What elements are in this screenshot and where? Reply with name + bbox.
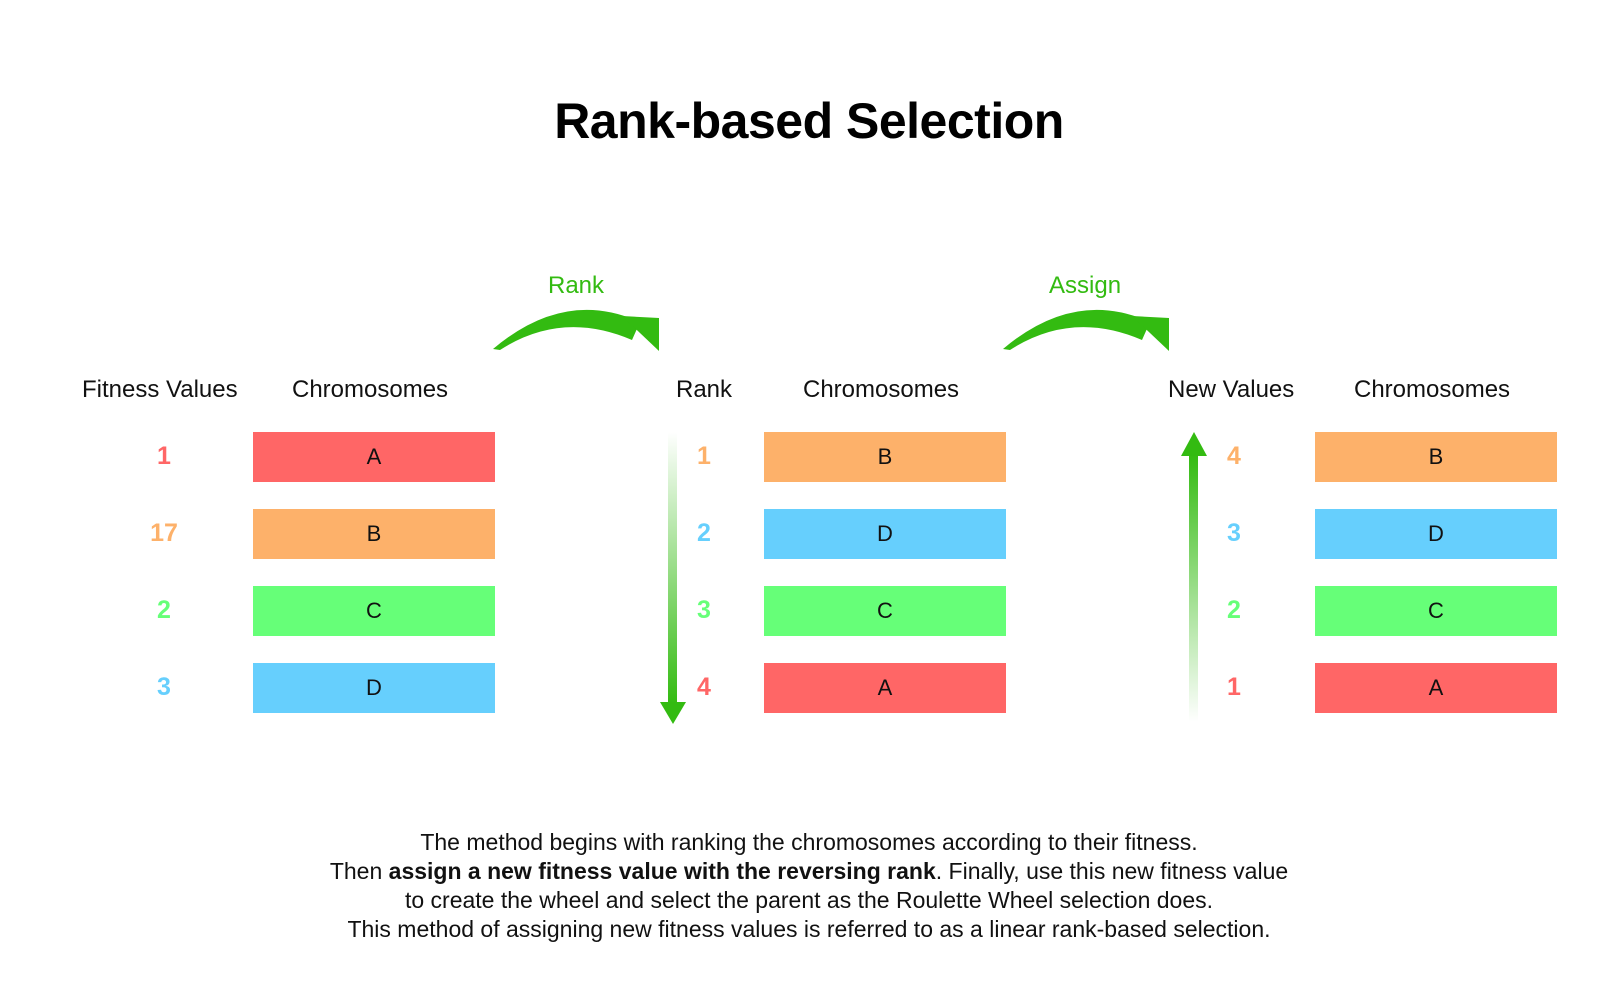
rank-value: 3 <box>697 596 711 624</box>
description-line-1: The method begins with ranking the chrom… <box>420 829 1198 855</box>
description-line-2: Then assign a new fitness value with the… <box>0 857 1618 886</box>
fitness-value: 17 <box>150 519 178 547</box>
rank-value: 1 <box>697 442 711 470</box>
new-value: 1 <box>1227 673 1241 701</box>
description: The method begins with ranking the chrom… <box>0 828 1618 944</box>
chromosome-bar: C <box>764 586 1006 636</box>
chromosomes-header: Chromosomes <box>1354 376 1511 403</box>
chromosome-bar: A <box>764 663 1006 713</box>
rank-value: 2 <box>697 519 711 547</box>
page-title: Rank-based Selection <box>554 93 1064 149</box>
fitness-value: 1 <box>157 442 171 470</box>
new-values-header: New Values <box>1168 376 1295 403</box>
chromosome-bar: C <box>1315 586 1557 636</box>
chromosomes-header: Chromosomes <box>292 376 449 403</box>
chromosome-bar: B <box>764 432 1006 482</box>
assign-curved-arrow <box>1003 309 1169 351</box>
rank-order-down-arrow <box>660 432 686 724</box>
chromosomes-header: Chromosomes <box>803 376 960 403</box>
new-value: 3 <box>1227 519 1241 547</box>
rank-value: 4 <box>697 673 711 701</box>
chromosome-bar: C <box>253 586 495 636</box>
rank-step-label: Rank <box>548 272 605 299</box>
description-line-4: This method of assigning new fitness val… <box>347 916 1271 942</box>
chromosome-bar: B <box>1315 432 1557 482</box>
fitness-value: 2 <box>157 596 171 624</box>
chromosome-bar: D <box>253 663 495 713</box>
description-line-2-end: . Finally, use this new fitness value <box>935 858 1289 884</box>
rank-header: Rank <box>676 376 733 403</box>
description-line-3: to create the wheel and select the paren… <box>404 887 1214 913</box>
chromosome-bar: B <box>253 509 495 559</box>
assign-step-label: Assign <box>1049 272 1122 299</box>
chromosome-bar: A <box>1315 663 1557 713</box>
fitness-values-header: Fitness Values <box>82 376 238 403</box>
description-emphasis: assign a new fitness value with the reve… <box>388 858 936 884</box>
description-line-2-start: Then <box>329 858 389 884</box>
chromosome-bar: D <box>764 509 1006 559</box>
rank-curved-arrow <box>493 309 659 351</box>
reverse-order-up-arrow <box>1181 432 1207 722</box>
new-value: 2 <box>1227 596 1241 624</box>
chromosome-bar: A <box>253 432 495 482</box>
new-value: 4 <box>1227 442 1241 470</box>
fitness-value: 3 <box>157 673 171 701</box>
chromosome-bar: D <box>1315 509 1557 559</box>
